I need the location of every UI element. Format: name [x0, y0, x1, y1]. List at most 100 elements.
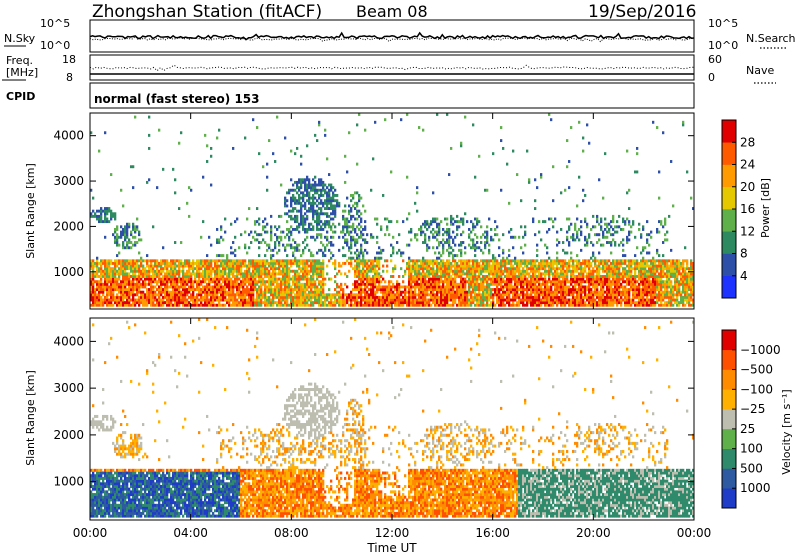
data-cell: [96, 288, 99, 291]
data-cell: [266, 243, 269, 247]
data-cell: [334, 288, 337, 291]
data-cell: [522, 272, 525, 276]
data-cell: [388, 303, 391, 307]
data-cell: [464, 246, 467, 250]
data-cell: [504, 269, 507, 273]
data-cell: [362, 251, 365, 255]
data-cell: [412, 285, 415, 289]
data-cell: [262, 225, 265, 229]
data-cell: [378, 285, 381, 289]
data-cell: [134, 272, 137, 276]
data-cell: [526, 290, 529, 294]
data-cell: [314, 196, 317, 200]
data-cell: [332, 235, 335, 239]
data-cell: [90, 303, 93, 307]
data-cell: [138, 269, 141, 273]
data-cell: [580, 233, 583, 237]
data-cell: [104, 207, 107, 210]
data-cell: [152, 293, 155, 297]
data-cell: [216, 269, 219, 273]
data-cell: [276, 290, 279, 294]
data-cell: [588, 303, 591, 307]
data-cell: [306, 191, 309, 195]
data-cell: [448, 235, 451, 239]
data-cell: [182, 261, 185, 265]
data-cell: [146, 180, 149, 184]
data-cell: [218, 275, 221, 278]
data-cell: [406, 290, 409, 294]
data-cell: [482, 261, 485, 265]
data-cell: [148, 146, 151, 150]
data-cell: [156, 269, 159, 273]
data-cell: [362, 295, 365, 299]
data-cell: [444, 275, 447, 278]
data-cell: [490, 277, 493, 281]
data-cell: [324, 246, 327, 250]
data-cell: [190, 282, 193, 286]
data-cell: [108, 264, 111, 268]
data-cell: [312, 209, 315, 213]
data-cell: [220, 285, 223, 289]
data-cell: [528, 180, 531, 184]
data-cell: [136, 264, 139, 268]
data-cell: [434, 288, 437, 291]
data-cell: [388, 290, 391, 294]
data-cell: [176, 290, 179, 294]
data-cell: [234, 275, 237, 278]
data-cell: [350, 293, 353, 297]
data-cell: [326, 303, 329, 307]
data-cell: [282, 303, 285, 307]
data-cell: [454, 264, 457, 268]
data-cell: [236, 259, 239, 263]
data-cell: [466, 301, 469, 305]
data-cell: [422, 269, 425, 273]
data-cell: [298, 290, 301, 294]
data-cell: [128, 288, 131, 291]
data-cell: [278, 288, 281, 291]
data-cell: [134, 275, 137, 278]
data-cell: [456, 233, 459, 237]
data-cell: [192, 290, 195, 294]
data-cell: [122, 301, 125, 305]
data-cell: [418, 290, 421, 294]
data-cell: [576, 301, 579, 305]
data-cell: [238, 261, 241, 265]
data-cell: [176, 264, 179, 268]
data-cell: [396, 290, 399, 294]
data-cell: [514, 256, 517, 260]
data-cell: [320, 285, 323, 289]
data-cell: [578, 175, 581, 179]
data-cell: [356, 301, 359, 305]
data-cell: [116, 272, 119, 276]
data-cell: [414, 272, 417, 276]
data-cell: [364, 264, 367, 268]
data-cell: [138, 233, 141, 237]
data-cell: [422, 290, 425, 294]
data-cell: [548, 275, 551, 278]
data-cell: [526, 298, 529, 302]
data-cell: [98, 220, 101, 224]
data-cell: [200, 275, 203, 278]
data-cell: [308, 227, 311, 231]
data-cell: [364, 261, 367, 265]
data-cell: [514, 290, 517, 294]
data-cell: [568, 288, 571, 291]
data-cell: [162, 282, 165, 286]
data-cell: [212, 293, 215, 297]
data-cell: [400, 285, 403, 289]
data-cell: [312, 207, 315, 210]
data-cell: [214, 298, 217, 302]
data-cell: [94, 264, 97, 268]
data-cell: [468, 280, 471, 284]
data-cell: [500, 282, 503, 286]
data-cell: [558, 241, 561, 244]
data-cell: [354, 251, 357, 255]
data-cell: [548, 272, 551, 276]
data-cell: [378, 267, 381, 271]
data-cell: [490, 280, 493, 284]
data-cell: [344, 238, 347, 242]
nsearch-label: N.Search: [746, 32, 796, 45]
data-cell: [474, 282, 477, 286]
data-cell: [272, 267, 275, 271]
data-cell: [326, 222, 329, 226]
